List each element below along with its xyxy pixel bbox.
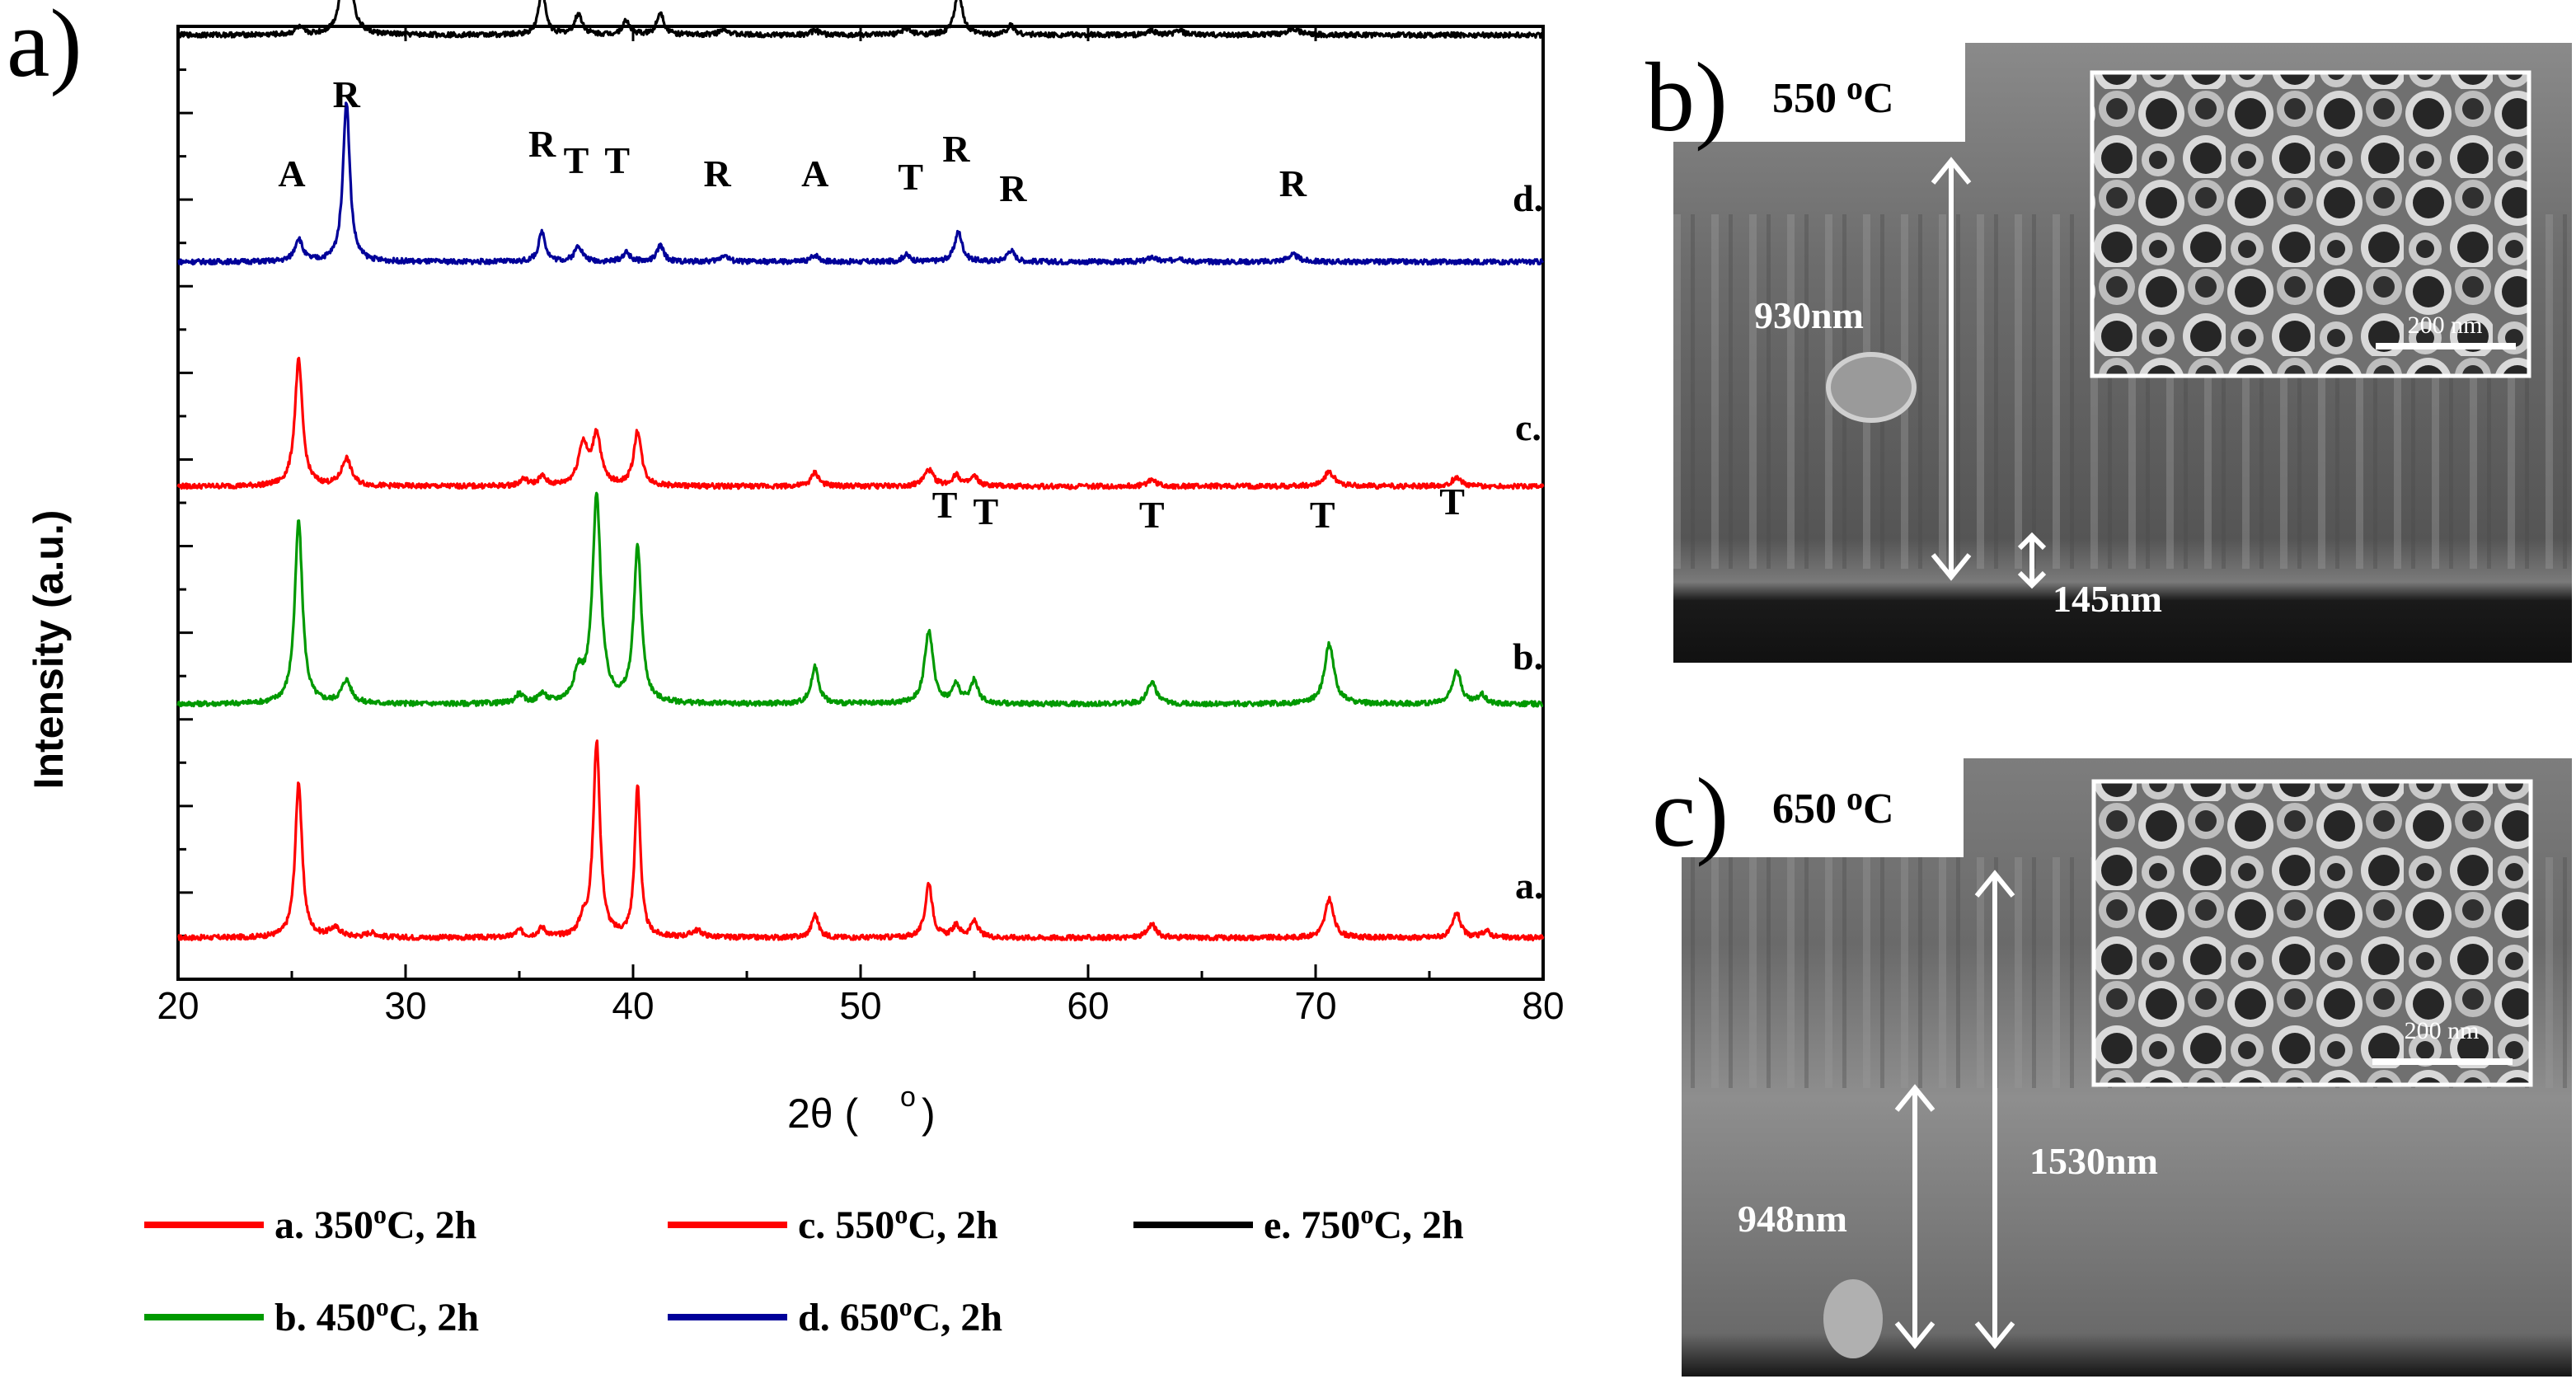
peak-label-r: R <box>999 167 1027 209</box>
series-line-c <box>176 356 1545 490</box>
series-label-c: c. <box>1515 406 1541 448</box>
thickness-label-1530: 1530nm <box>2029 1140 2158 1182</box>
x-axis-label-close: ) <box>922 1090 936 1137</box>
panel-c-header-box <box>1645 750 1964 857</box>
legend-label: a. 350oC, 2h <box>274 1199 476 1247</box>
legend-label: e. 750oC, 2h <box>1264 1199 1464 1247</box>
x-axis-label-main: 2θ ( <box>787 1090 859 1137</box>
x-tick-label: 80 <box>1522 984 1564 1027</box>
peak-label-r: R <box>942 128 970 170</box>
x-tick-label: 50 <box>839 984 881 1027</box>
peak-label-t: T <box>1310 494 1335 536</box>
x-tick-label: 30 <box>384 984 426 1027</box>
thickness-arrow-948 <box>1894 1084 1936 1349</box>
debris-particle <box>1826 352 1917 423</box>
legend: a. 350oC, 2h c. 550oC, 2h e. 750oC, 2h b. 4… <box>144 1199 1464 1339</box>
sem-panel-650: c) 650 oC 200 nm 948nm 1530nm <box>1645 750 2572 1377</box>
legend-label: c. 550oC, 2h <box>798 1199 998 1247</box>
thickness-arrow-1530 <box>1974 870 2015 1349</box>
plot-frame <box>176 25 1545 981</box>
barrier-arrow-145 <box>2017 532 2047 589</box>
series-line-e <box>176 0 1545 40</box>
series-label-b: b. <box>1513 636 1543 678</box>
peak-label-t: T <box>564 139 589 181</box>
x-tick-label: 70 <box>1294 984 1336 1027</box>
legend-item: e. 750oC, 2h <box>1133 1199 1464 1247</box>
panel-c-temperature: 650 oC <box>1772 780 1894 833</box>
series-label-a: a. <box>1515 865 1544 907</box>
legend-label: d. 650oC, 2h <box>798 1292 1002 1339</box>
series-label-d: d. <box>1513 177 1543 219</box>
panel-b-header-box <box>1644 43 1965 142</box>
x-axis-label: 2θ ( o ) <box>787 1081 936 1137</box>
inset-top-view-650: 200 nm <box>2091 779 2533 1087</box>
series-labels: a.b.c.d.e. <box>1513 177 1544 907</box>
scale-bar-label: 200 nm <box>2408 312 2483 339</box>
peak-label-t: T <box>604 139 630 181</box>
series-line-b <box>176 491 1544 708</box>
x-tick-label: 60 <box>1067 984 1109 1027</box>
peak-label-t: T <box>973 490 998 532</box>
peak-label-r: R <box>333 73 361 115</box>
legend-item: b. 450oC, 2h <box>144 1292 479 1339</box>
peak-label-a: A <box>801 152 828 195</box>
peak-label-r: R <box>1279 162 1307 204</box>
series-line-d <box>177 101 1545 266</box>
peak-label-t: T <box>1439 481 1465 523</box>
panel-a-label: a) <box>7 0 82 97</box>
barrier-label-145: 145nm <box>2053 578 2162 620</box>
legend-item: c. 550oC, 2h <box>668 1199 998 1247</box>
peak-label-t: T <box>1139 494 1165 536</box>
thickness-label-948: 948nm <box>1738 1198 1847 1240</box>
peak-label-a: A <box>278 152 305 195</box>
peak-label-t: T <box>898 156 923 198</box>
peak-label-r: R <box>528 123 556 165</box>
x-tick-label: 40 <box>612 984 654 1027</box>
peak-annotations: ARR T T R A TRR RT T T T T <box>278 73 1465 536</box>
y-axis-label: Intensity (a.u.) <box>26 510 72 790</box>
x-tick-label: 20 <box>157 984 199 1027</box>
legend-label: b. 450oC, 2h <box>274 1292 479 1339</box>
peak-label-r: R <box>704 152 732 195</box>
panel-b-label: b) <box>1645 42 1728 152</box>
scale-bar-label-650: 200 nm <box>2405 1017 2480 1044</box>
plot-axes <box>176 25 1545 981</box>
panel-c-label: c) <box>1652 757 1729 867</box>
series-line-a <box>177 739 1545 942</box>
thickness-arrow-930 <box>1931 157 1972 581</box>
thickness-label-930: 930nm <box>1754 294 1864 336</box>
legend-item: d. 650oC, 2h <box>668 1292 1002 1339</box>
x-tick-labels: 20 30 40 50 60 70 80 <box>157 984 1564 1027</box>
inset-top-view-550: 200 nm <box>2090 70 2531 378</box>
panel-b-temperature: 550 oC <box>1772 69 1894 122</box>
x-axis-label-degree: o <box>900 1081 916 1113</box>
series-group <box>176 0 1545 942</box>
debris-particle-650 <box>1823 1279 1883 1358</box>
sem-panel-550: b) 550 oC 200 nm 930nm 145nm <box>1644 42 2572 663</box>
peak-label-t: T <box>932 484 958 526</box>
legend-item: a. 350oC, 2h <box>144 1199 476 1247</box>
